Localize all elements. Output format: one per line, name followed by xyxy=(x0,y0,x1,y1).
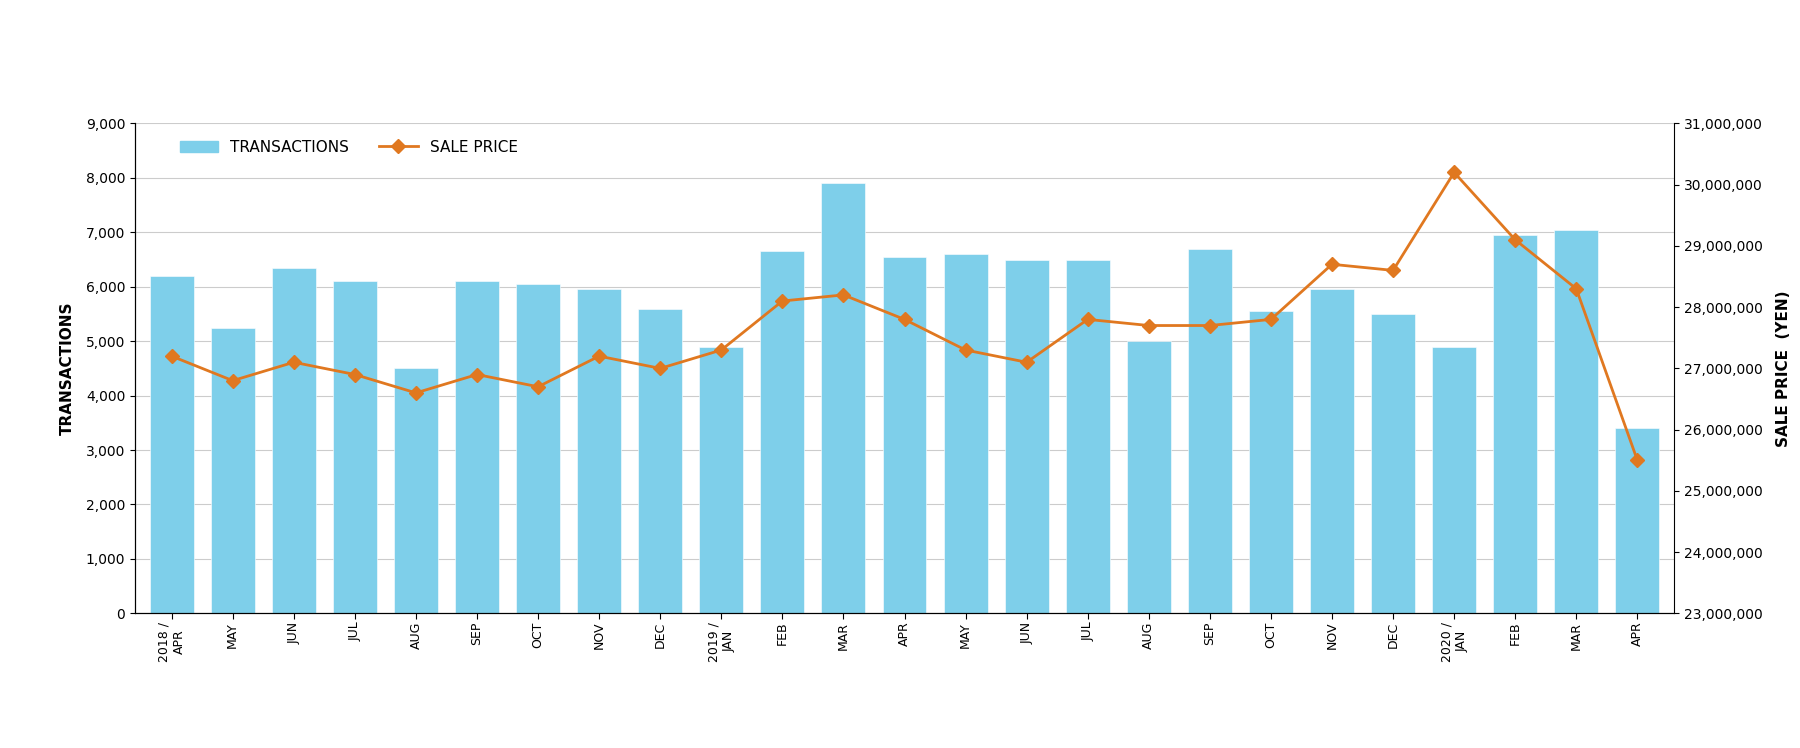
Bar xyxy=(1127,341,1170,613)
Bar xyxy=(760,251,805,613)
Text: VIA THE REAL ESTATE TRANSACTION PROMOTION CENTER: VIA THE REAL ESTATE TRANSACTION PROMOTIO… xyxy=(20,71,464,86)
Bar xyxy=(455,281,499,613)
Bar xyxy=(639,308,682,613)
Bar xyxy=(149,276,194,613)
Bar xyxy=(211,328,256,613)
Bar xyxy=(1066,260,1109,613)
Bar xyxy=(578,289,621,613)
Bar xyxy=(882,257,927,613)
Bar xyxy=(1433,346,1476,613)
Bar xyxy=(1004,260,1049,613)
Bar xyxy=(517,284,560,613)
Y-axis label: SALE PRICE  (YEN): SALE PRICE (YEN) xyxy=(1777,290,1791,447)
Bar xyxy=(333,281,376,613)
Bar xyxy=(1310,289,1354,613)
Bar xyxy=(1494,235,1537,613)
Bar xyxy=(821,183,866,613)
Legend: TRANSACTIONS, SALE PRICE: TRANSACTIONS, SALE PRICE xyxy=(173,133,524,161)
Bar xyxy=(1372,314,1415,613)
Bar xyxy=(394,369,437,613)
Y-axis label: TRANSACTIONS: TRANSACTIONS xyxy=(59,301,74,435)
Bar xyxy=(1188,248,1231,613)
Bar xyxy=(1615,429,1660,613)
Bar xyxy=(1553,230,1598,613)
Bar xyxy=(943,254,988,613)
Text: MONTHLY TRANSACTIONS AND AVERAGE SALE PRICE OF AN EXISTING APARTMENT IN JAPAN: MONTHLY TRANSACTIONS AND AVERAGE SALE PR… xyxy=(20,16,1307,40)
Bar xyxy=(1249,311,1292,613)
Bar xyxy=(698,346,743,613)
Bar xyxy=(272,268,315,613)
